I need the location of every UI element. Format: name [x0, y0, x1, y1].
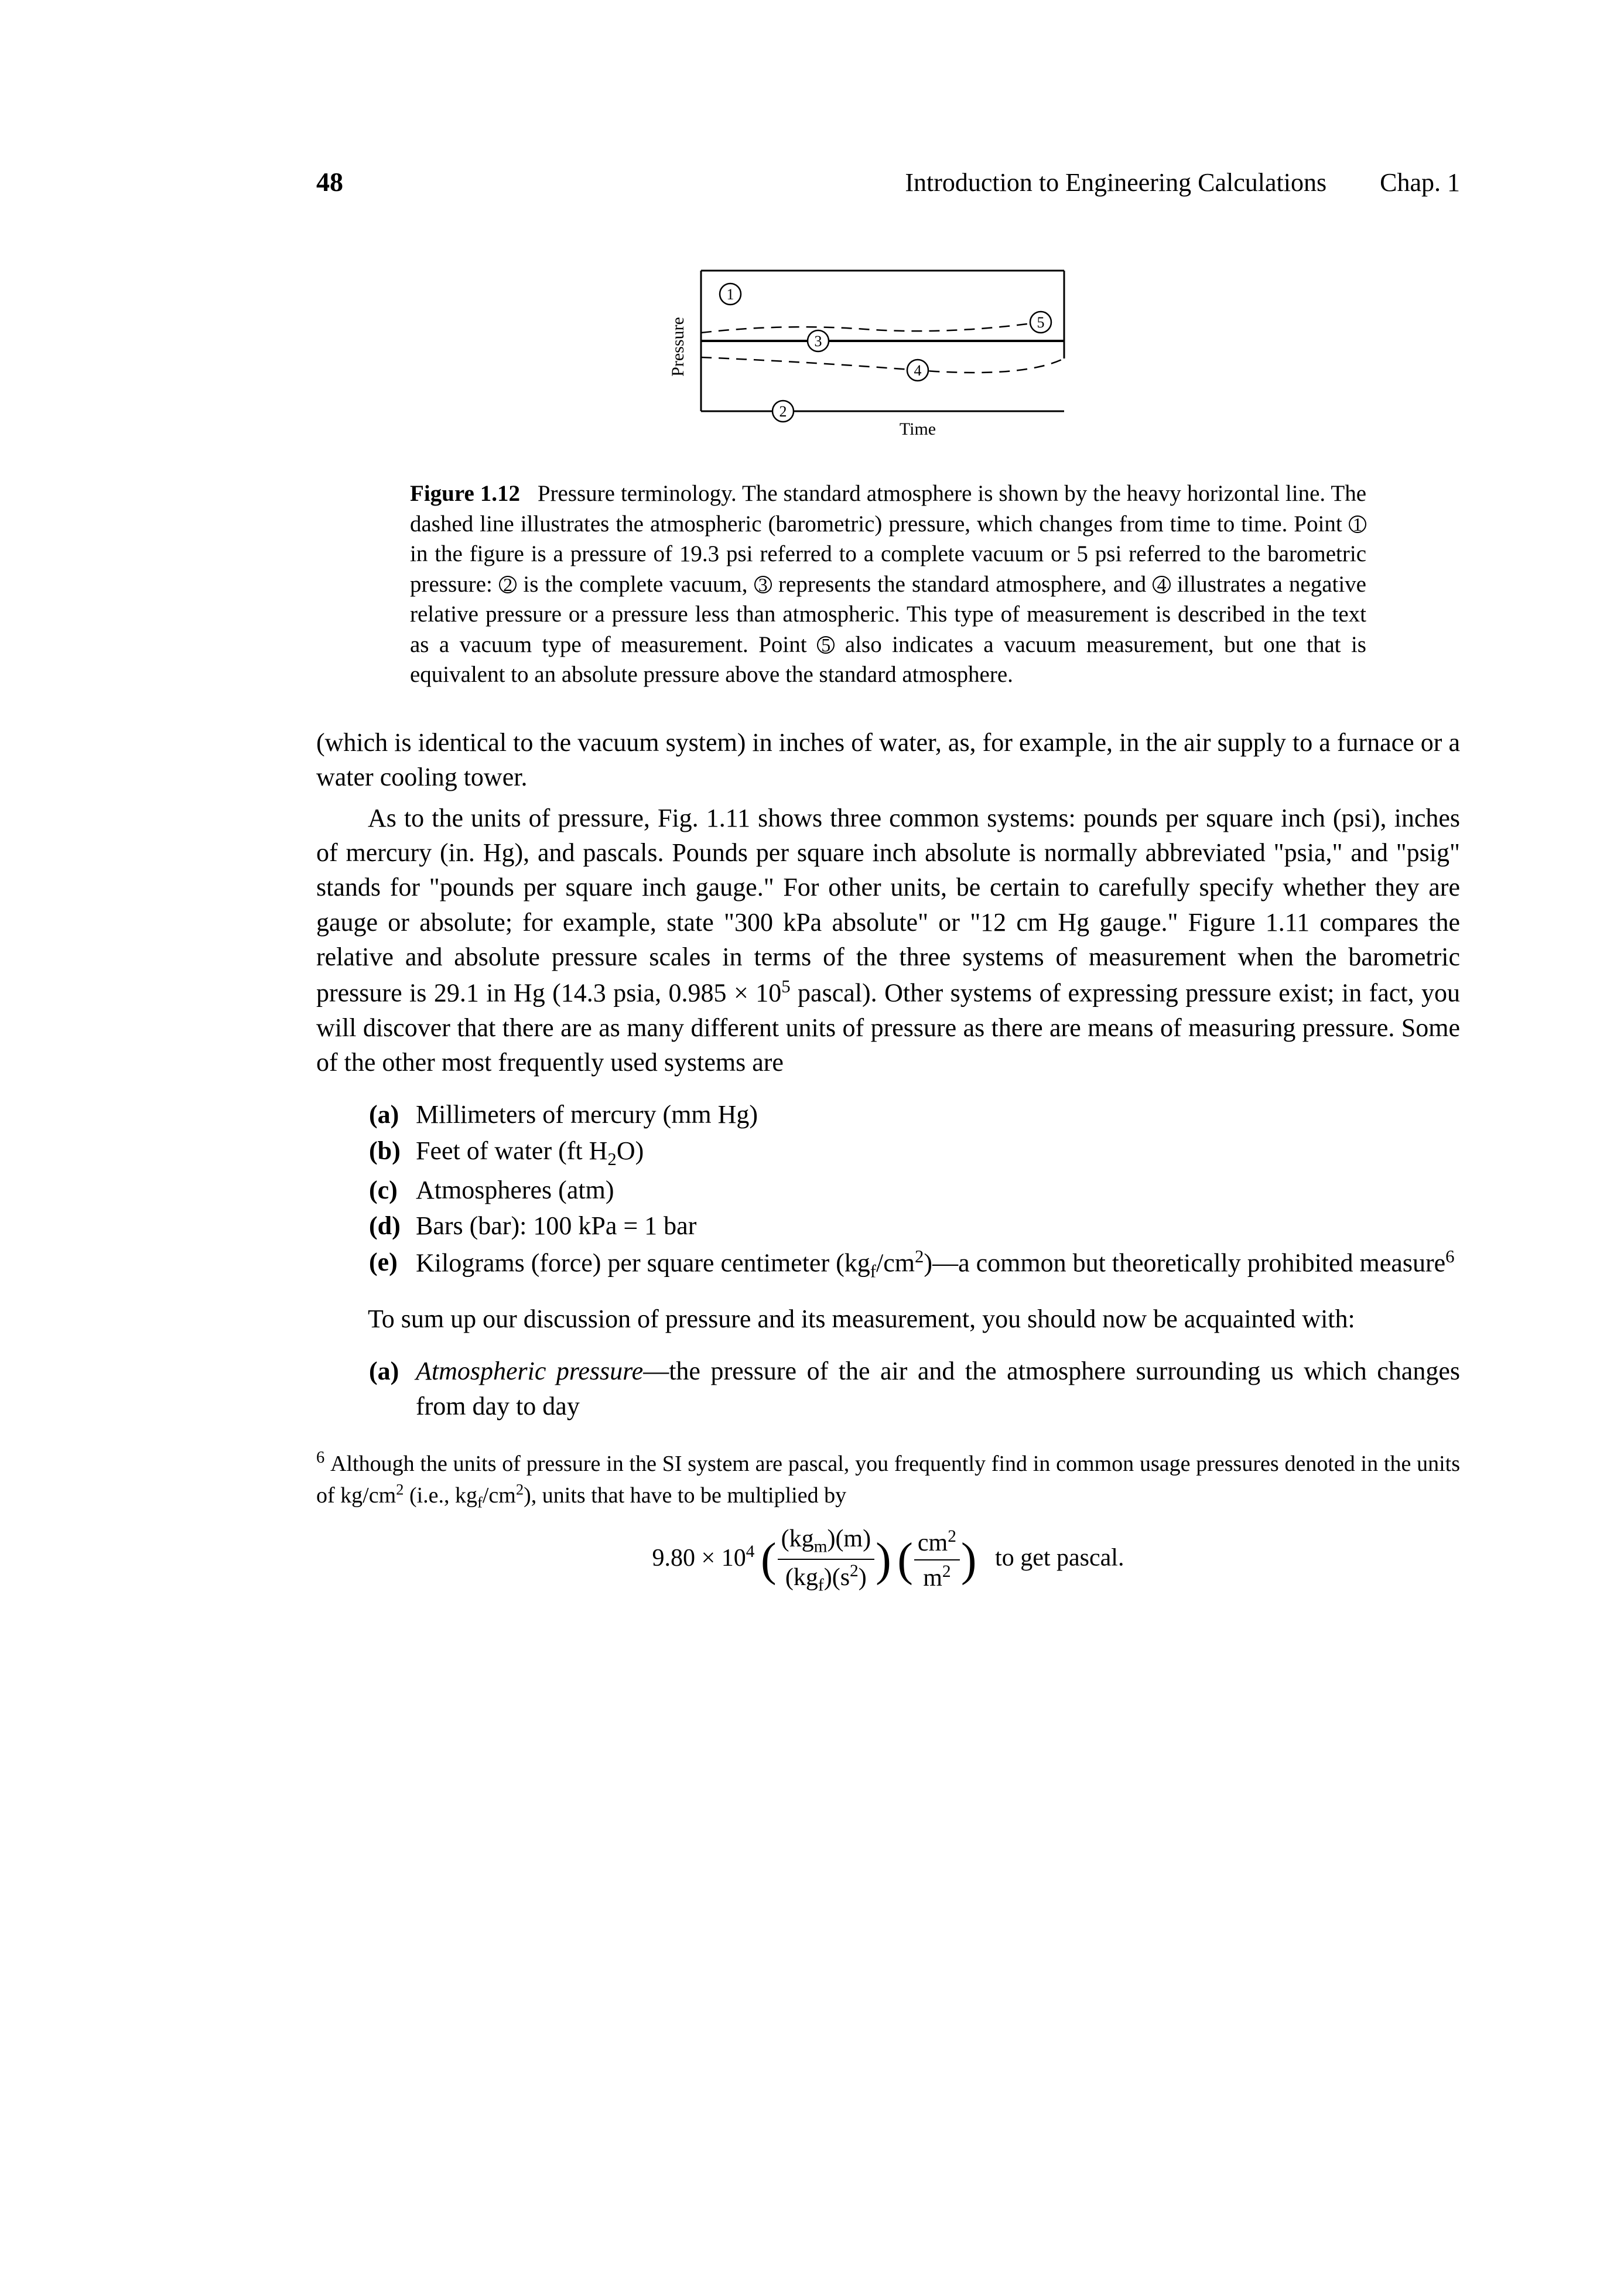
header-right-group: Introduction to Engineering Calculations… — [905, 165, 1460, 200]
list-item-label: (a) — [369, 1097, 416, 1132]
eq-fraction-1: (kgm)(m) (kgf)(s2) — [778, 1522, 875, 1597]
list-item: (e) Kilograms (force) per square centime… — [369, 1245, 1460, 1284]
list-item-text: Millimeters of mercury (mm Hg) — [416, 1097, 1460, 1132]
footnote-equation: 9.80 × 104 ( (kgm)(m) (kgf)(s2) ) ( cm2 … — [316, 1522, 1460, 1597]
figure-1-12: 1 2 3 4 5 Time Pressure — [316, 259, 1460, 455]
body-paragraph-units: As to the units of pressure, Fig. 1.11 s… — [316, 801, 1460, 1080]
list-item-text: Bars (bar): 100 kPa = 1 bar — [416, 1208, 1460, 1243]
list-item: (a) Atmospheric pressure—the pressure of… — [369, 1354, 1460, 1423]
list-item-text: Kilograms (force) per square centimeter … — [416, 1245, 1460, 1284]
eq-frac2-num: cm2 — [914, 1525, 960, 1561]
units-list: (a) Millimeters of mercury (mm Hg) (b) F… — [369, 1097, 1460, 1284]
page: 48 Introduction to Engineering Calculati… — [0, 0, 1624, 2271]
footnote-text: Although the units of pressure in the SI… — [316, 1452, 1460, 1508]
figure-caption-text: Pressure terminology. The standard atmos… — [410, 481, 1366, 687]
footnote-marker: 6 — [316, 1449, 324, 1467]
list-item-text: Feet of water (ft H2O) — [416, 1133, 1460, 1172]
list-item: (d) Bars (bar): 100 kPa = 1 bar — [369, 1208, 1460, 1243]
page-header: 48 Introduction to Engineering Calculati… — [316, 164, 1460, 200]
eq-frac2-den: m2 — [914, 1560, 960, 1595]
figure-caption-label: Figure 1.12 — [410, 481, 520, 506]
list-item-label: (a) — [369, 1354, 416, 1423]
list-item-label: (d) — [369, 1208, 416, 1243]
summary-list: (a) Atmospheric pressure—the pressure of… — [369, 1354, 1460, 1423]
figure-y-axis-label: Pressure — [668, 317, 688, 377]
eq-fraction-2: cm2 m2 — [914, 1525, 960, 1595]
list-item-text: Atmospheres (atm) — [416, 1173, 1460, 1207]
list-item: (b) Feet of water (ft H2O) — [369, 1133, 1460, 1172]
footnote-6: 6 Although the units of pressure in the … — [316, 1447, 1460, 1597]
body-paragraph-continuation: (which is identical to the vacuum system… — [316, 725, 1460, 795]
list-item-label: (c) — [369, 1173, 416, 1207]
svg-text:1: 1 — [726, 286, 734, 303]
chapter-label: Chap. 1 — [1380, 168, 1460, 197]
list-item-text: Atmospheric pressure—the pressure of the… — [416, 1354, 1460, 1423]
summary-term: Atmospheric pressure — [416, 1357, 643, 1385]
svg-text:2: 2 — [779, 403, 787, 420]
running-title: Introduction to Engineering Calculations — [905, 168, 1326, 197]
eq-tail: to get pascal. — [995, 1545, 1124, 1572]
body-paragraph-sumup: To sum up our discussion of pressure and… — [316, 1302, 1460, 1336]
svg-text:3: 3 — [814, 333, 822, 350]
figure-x-axis-label: Time — [899, 419, 935, 439]
list-item: (a) Millimeters of mercury (mm Hg) — [369, 1097, 1460, 1132]
list-item-label: (b) — [369, 1133, 416, 1172]
eq-coefficient: 9.80 × 104 — [652, 1545, 755, 1572]
svg-text:5: 5 — [1037, 314, 1044, 331]
list-item: (c) Atmospheres (atm) — [369, 1173, 1460, 1207]
eq-frac1-num: (kgm)(m) — [778, 1522, 875, 1560]
page-number: 48 — [316, 164, 343, 200]
eq-frac1-den: (kgf)(s2) — [778, 1560, 875, 1597]
figure-caption: Figure 1.12 Pressure terminology. The st… — [410, 479, 1366, 689]
svg-text:4: 4 — [914, 362, 921, 379]
figure-svg: 1 2 3 4 5 Time Pressure — [666, 259, 1111, 446]
list-item-label: (e) — [369, 1245, 416, 1284]
